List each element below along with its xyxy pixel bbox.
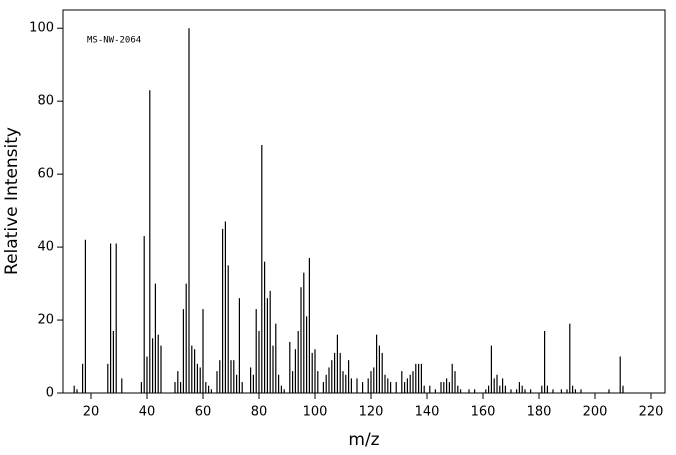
y-tick-label: 100 [29, 21, 54, 36]
x-tick-label: 20 [83, 405, 100, 420]
y-tick-label: 80 [37, 94, 54, 109]
y-axis-label: Relative Intensity [2, 127, 22, 275]
annotation: MS-NW-2064 [87, 36, 141, 46]
x-tick-label: 60 [195, 405, 212, 420]
x-tick-label: 180 [527, 405, 552, 420]
y-tick-label: 20 [37, 313, 54, 328]
y-tick-label: 40 [37, 240, 54, 255]
x-tick-label: 80 [251, 405, 268, 420]
x-tick-label: 120 [359, 405, 384, 420]
x-tick-label: 160 [471, 405, 496, 420]
y-tick-label: 60 [37, 167, 54, 182]
x-tick-label: 140 [415, 405, 440, 420]
y-tick-label: 0 [46, 386, 54, 401]
x-tick-label: 200 [583, 405, 608, 420]
x-tick-label: 40 [139, 405, 156, 420]
x-tick-label: 220 [639, 405, 664, 420]
plot-frame [62, 9, 666, 394]
x-tick-label: 100 [303, 405, 328, 420]
x-axis-label: m/z [348, 430, 379, 450]
